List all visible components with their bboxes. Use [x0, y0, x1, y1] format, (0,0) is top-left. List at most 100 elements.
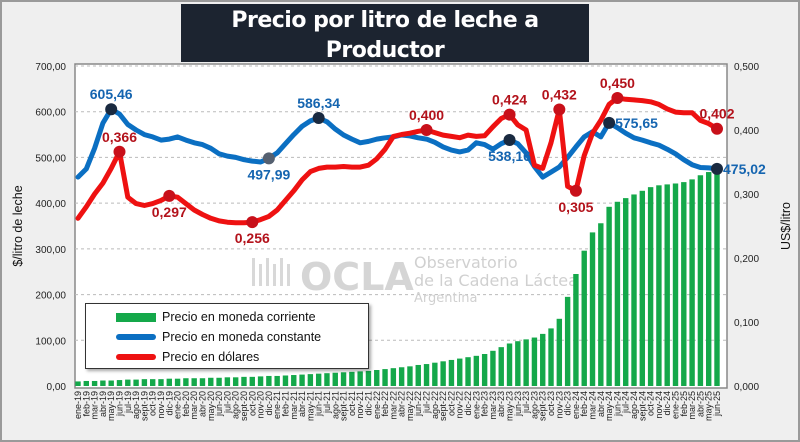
x-tick-label: mar-25: [687, 391, 697, 420]
x-tick-label: sept-19: [139, 391, 149, 421]
bar-nominal: [598, 223, 604, 386]
bar-nominal: [83, 380, 89, 386]
x-tick-label: jul-19: [123, 391, 133, 414]
x-tick-label: may-21: [305, 391, 315, 421]
x-tick-label: ene-19: [73, 391, 83, 419]
bar-nominal: [199, 378, 206, 386]
x-tick-label: mar-21: [289, 391, 299, 420]
bar-nominal: [108, 380, 114, 386]
x-tick-label: oct-21: [347, 391, 357, 416]
x-tick-label: dic-21: [363, 391, 373, 416]
bar-nominal: [556, 318, 563, 386]
x-tick-label: jun-22: [413, 391, 423, 417]
x-tick-label: mar-19: [90, 391, 100, 420]
x-tick-label: ago-22: [430, 391, 440, 419]
bar-nominal: [116, 380, 123, 386]
x-tick-label: jun-24: [612, 391, 622, 417]
bar-nominal: [315, 373, 322, 386]
bar-nominal: [515, 341, 521, 386]
x-tick-label: oct-23: [546, 391, 556, 416]
bar-nominal: [548, 328, 554, 386]
bar-nominal: [423, 364, 430, 386]
bar-nominal: [224, 377, 231, 386]
x-tick-label: abr-21: [297, 391, 307, 417]
y-tick-label: 600,00: [35, 108, 66, 119]
y2-tick-label: 0,500: [734, 62, 759, 73]
y-tick-label: 700,00: [35, 62, 66, 73]
bar-nominal: [614, 201, 621, 386]
x-tick-label: jul-21: [322, 391, 332, 414]
legend-swatch-line: [116, 354, 156, 360]
bar-nominal: [349, 371, 355, 386]
bar-nominal: [357, 371, 363, 386]
bar-nominal: [697, 175, 704, 386]
legend-label: Precio en moneda corriente: [162, 310, 316, 324]
watermark-line: de la Cadena Láctea: [414, 271, 578, 290]
legend-item-nominal: Precio en moneda corriente: [116, 307, 368, 327]
x-tick-label: oct-22: [446, 391, 456, 416]
bar-nominal: [440, 361, 446, 386]
x-tick-label: abr-22: [397, 391, 407, 417]
x-tick-label: may-25: [704, 391, 714, 421]
bar-nominal: [158, 379, 164, 386]
x-tick-label: sept-21: [339, 391, 349, 421]
bar-nominal: [432, 362, 438, 386]
x-tick-label: abr-19: [98, 391, 108, 417]
x-tick-label: jun-20: [214, 391, 224, 417]
point-marker-constant: [603, 116, 616, 129]
x-tick-label: feb-21: [280, 391, 290, 417]
x-tick-label: nov-19: [156, 391, 166, 419]
bar-nominal: [291, 375, 297, 386]
watermark-logo-mark: [252, 258, 255, 286]
data-label: 605,46: [90, 86, 133, 102]
legend-swatch-line: [116, 334, 156, 340]
point-marker-usd: [246, 216, 259, 229]
bar-nominal: [274, 375, 280, 386]
x-tick-label: mar-20: [189, 391, 199, 420]
x-tick-label: abr-20: [197, 391, 207, 417]
bar-nominal: [457, 358, 463, 386]
bar-nominal: [100, 380, 106, 386]
chart-title: Precio por litro de leche a Productor: [231, 8, 539, 63]
x-tick-label: nov-24: [654, 391, 664, 419]
watermark-line: Argentina: [414, 291, 477, 306]
bar-nominal: [133, 379, 139, 386]
data-label: 0,432: [542, 87, 577, 103]
watermark-logo-mark: [273, 264, 276, 286]
bar-nominal: [249, 376, 255, 386]
x-tick-label: ene-24: [571, 391, 581, 419]
legend-item-usd: Precio en dólares: [116, 347, 368, 367]
x-tick-label: jul-22: [422, 391, 432, 414]
bar-nominal: [340, 372, 347, 386]
data-label: 0,424: [492, 92, 527, 108]
bar-nominal: [208, 377, 214, 386]
point-marker-usd: [420, 124, 433, 136]
x-tick-label: feb-22: [380, 391, 390, 417]
bar-nominal: [382, 369, 388, 386]
point-marker-usd: [611, 92, 624, 104]
legend-label: Precio en moneda constante: [162, 330, 322, 344]
x-tick-label: may-20: [206, 391, 216, 421]
bar-nominal: [191, 378, 197, 386]
bar-nominal: [415, 364, 421, 386]
bar-nominal: [365, 370, 372, 386]
legend: Precio en moneda corriente Precio en mon…: [85, 303, 369, 369]
bar-nominal: [75, 381, 81, 386]
bar-nominal: [506, 343, 513, 386]
data-label: 575,65: [615, 115, 658, 131]
x-tick-label: abr-24: [596, 391, 606, 417]
legend-label: Precio en dólares: [162, 350, 260, 364]
x-tick-label: may-24: [604, 391, 614, 421]
bar-nominal: [299, 374, 305, 386]
y2-tick-label: 0,200: [734, 254, 759, 265]
x-tick-label: ene-20: [173, 391, 183, 419]
bar-nominal: [706, 172, 712, 386]
x-tick-label: dic-23: [563, 391, 573, 416]
legend-item-constant: Precio en moneda constante: [116, 327, 368, 347]
bar-nominal: [523, 339, 529, 386]
point-marker-usd: [553, 103, 566, 116]
point-marker-usd: [711, 122, 723, 135]
y2-tick-label: 0,400: [734, 126, 759, 137]
y-tick-label: 200,00: [35, 291, 66, 302]
watermark-ocla: OCLA: [300, 255, 414, 299]
